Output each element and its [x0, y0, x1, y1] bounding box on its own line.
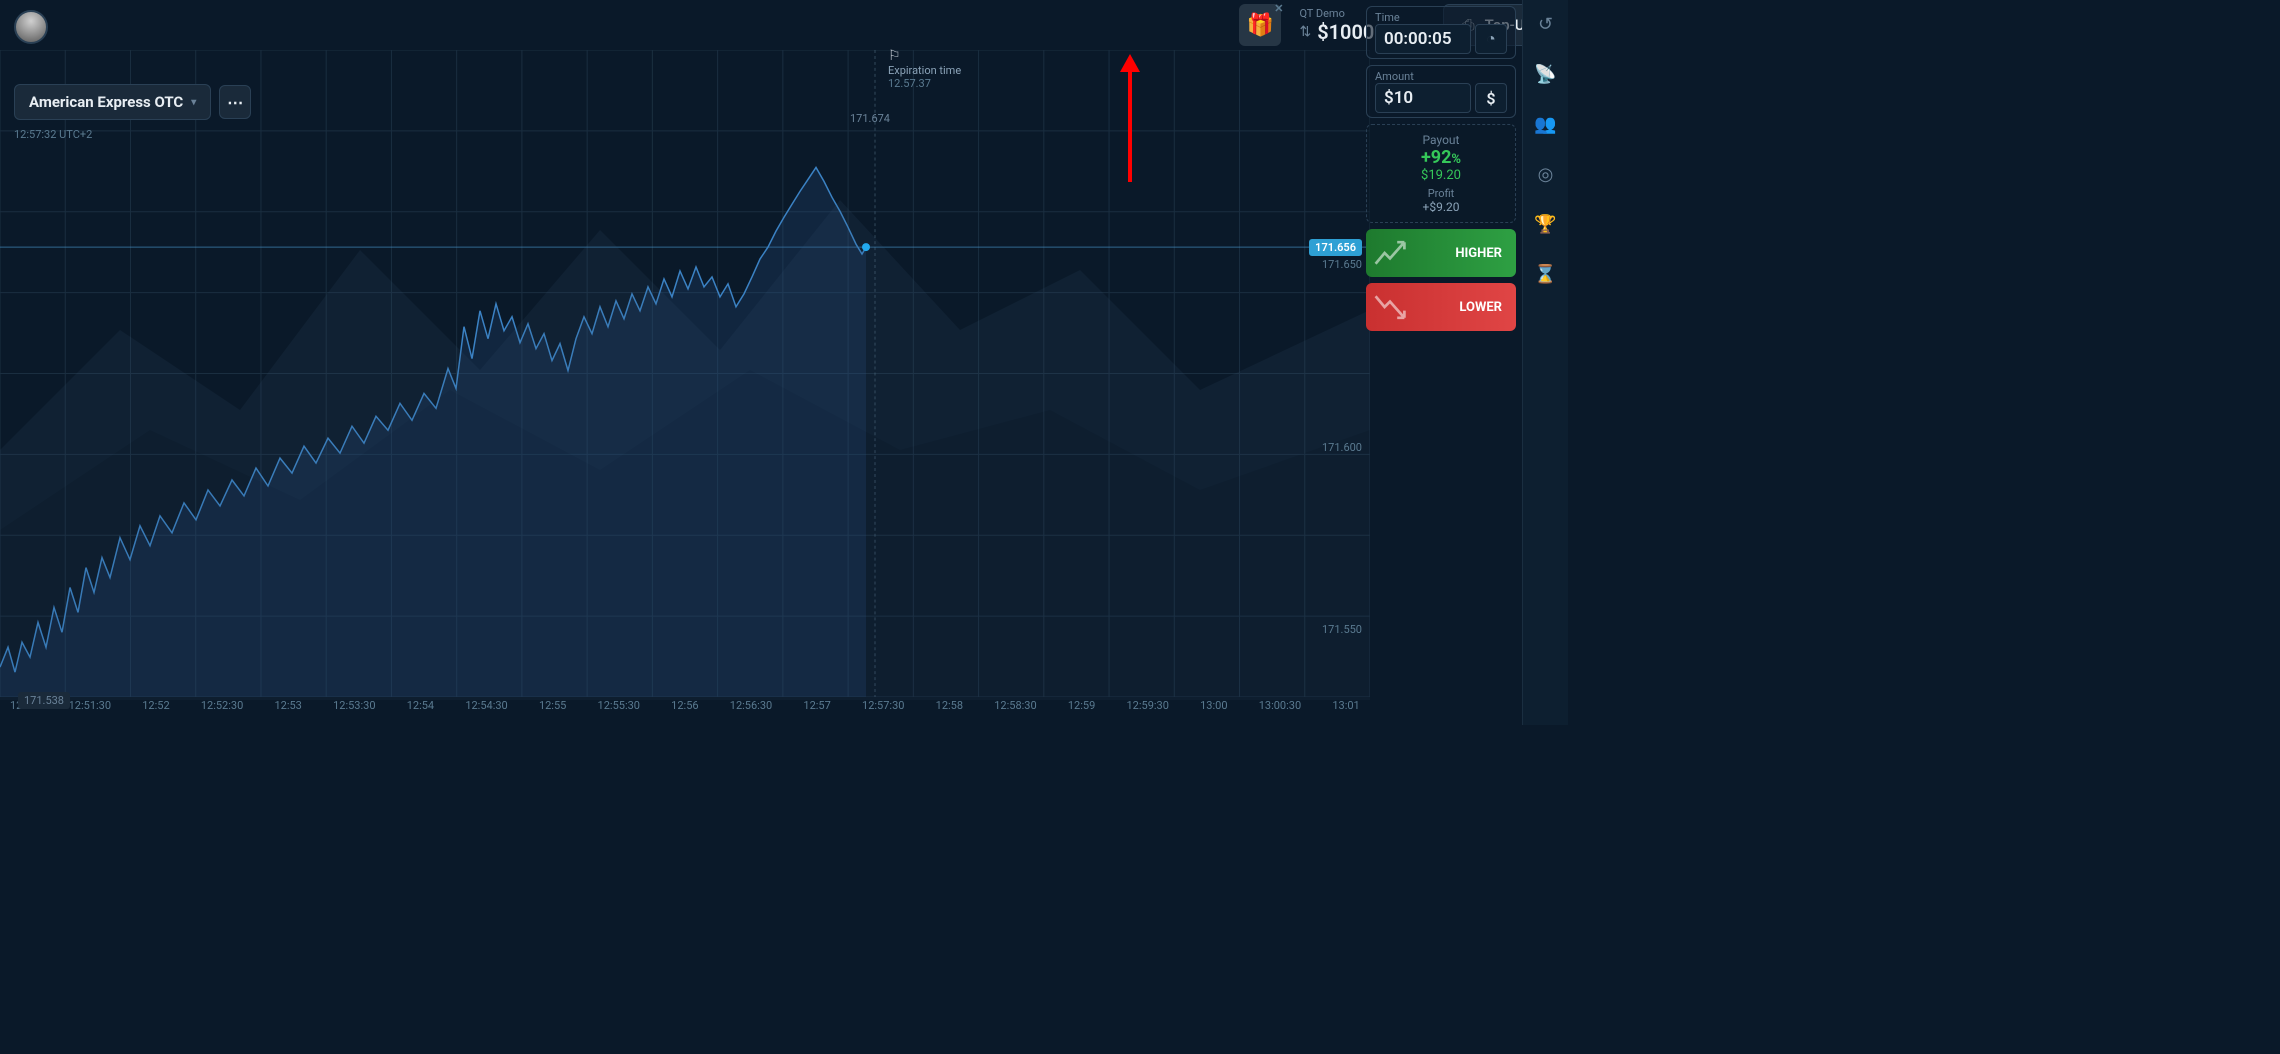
close-icon[interactable]: ✕: [1274, 2, 1283, 15]
updown-icon: ⇅: [1299, 24, 1311, 40]
payout-amount: $19.20: [1375, 168, 1507, 183]
payout-percent: +92%: [1375, 147, 1507, 168]
flag-icon: ⚐: [888, 48, 961, 64]
expiration-label: Expiration time: [888, 64, 961, 77]
x-tick: 12:56:30: [730, 699, 772, 719]
x-tick: 12:54: [407, 699, 434, 719]
peak-price-label: 171.674: [850, 112, 890, 125]
current-price-tag: 171.656: [1309, 239, 1362, 256]
top-bar: 🎁 ✕ QT Demo ⇅ $1000.00 ▼ ⎙ Top-Up: [0, 0, 1568, 50]
time-label: Time: [1375, 11, 1507, 24]
hourglass-icon[interactable]: ⌛: [1534, 262, 1558, 286]
annotation-arrow: [1118, 54, 1142, 184]
x-tick: 13:00:30: [1259, 699, 1301, 719]
x-tick: 12:52:30: [201, 699, 243, 719]
x-tick: 12:59:30: [1126, 699, 1168, 719]
x-tick: 12:58:30: [994, 699, 1036, 719]
x-tick: 12:56: [671, 699, 698, 719]
asset-button[interactable]: American Express OTC ▾: [14, 84, 211, 120]
dollar-icon: $: [1486, 89, 1495, 108]
social-icon[interactable]: 👥: [1534, 112, 1558, 136]
history-icon[interactable]: ↺: [1534, 12, 1558, 36]
amount-value: $10: [1384, 88, 1413, 108]
amount-box: Amount $10 $: [1366, 65, 1516, 118]
x-tick: 12:52: [142, 699, 169, 719]
account-type-label: QT Demo: [1299, 7, 1344, 20]
x-tick: 12:53:30: [333, 699, 375, 719]
expiration-marker: ⚐ Expiration time 12.57.37: [888, 48, 961, 90]
trend-up-icon: [1372, 235, 1408, 271]
x-tick: 12:55:30: [598, 699, 640, 719]
gift-button[interactable]: 🎁 ✕: [1239, 4, 1281, 46]
higher-button[interactable]: HIGHER: [1366, 229, 1516, 277]
amount-input[interactable]: $10: [1375, 83, 1471, 113]
x-tick: 12:58: [936, 699, 963, 719]
avatar[interactable]: [14, 10, 48, 44]
x-tick: 13:00: [1200, 699, 1227, 719]
low-price-label: 171.538: [18, 692, 70, 709]
time-value: 00:00:05: [1384, 29, 1452, 49]
time-input[interactable]: 00:00:05: [1375, 24, 1471, 54]
side-rail: ↺ 📡 👥 ◎ 🏆 ⌛: [1522, 0, 1568, 725]
asset-selector: American Express OTC ▾ ⋯: [14, 84, 251, 120]
gift-icon: 🎁: [1247, 13, 1274, 38]
target-icon[interactable]: ◎: [1534, 162, 1558, 186]
trophy-icon[interactable]: 🏆: [1534, 212, 1558, 236]
asset-more-button[interactable]: ⋯: [219, 85, 251, 119]
y-tick: 171.600: [1322, 441, 1362, 454]
lower-button[interactable]: LOWER: [1366, 283, 1516, 331]
trade-panel: Time 00:00:05 ◔ Amount $10 $ Payout +92%…: [1366, 6, 1516, 331]
x-tick: 12:53: [274, 699, 301, 719]
chart-timestamp: 12:57:32 UTC+2: [14, 128, 92, 141]
lower-label: LOWER: [1459, 300, 1502, 315]
x-axis: 12:5112:51:3012:5212:52:3012:5312:53:301…: [0, 699, 1370, 719]
signal-icon[interactable]: 📡: [1534, 62, 1558, 86]
time-box: Time 00:00:05 ◔: [1366, 6, 1516, 59]
x-tick: 12:51:30: [69, 699, 111, 719]
profit-label: Profit: [1375, 187, 1507, 200]
amount-label: Amount: [1375, 70, 1507, 83]
x-tick: 12:57: [803, 699, 830, 719]
clock-icon: ◔: [1486, 29, 1496, 49]
asset-name: American Express OTC: [29, 93, 183, 111]
profit-amount: +$9.20: [1375, 200, 1507, 214]
y-tick: 171.550: [1322, 623, 1362, 636]
x-tick: 12:59: [1068, 699, 1095, 719]
clock-button[interactable]: ◔: [1475, 24, 1507, 54]
higher-label: HIGHER: [1455, 246, 1502, 261]
payout-label: Payout: [1375, 133, 1507, 147]
expiration-time: 12.57.37: [888, 77, 961, 90]
currency-button[interactable]: $: [1475, 83, 1507, 113]
x-tick: 12:57:30: [862, 699, 904, 719]
x-tick: 12:54:30: [465, 699, 507, 719]
trend-down-icon: [1372, 289, 1408, 325]
payout-box: Payout +92% $19.20 Profit +$9.20: [1366, 124, 1516, 223]
x-tick: 13:01: [1332, 699, 1359, 719]
x-tick: 12:55: [539, 699, 566, 719]
background-mountains: [0, 50, 1370, 700]
y-tick: 171.650: [1322, 258, 1362, 271]
chevron-down-icon: ▾: [191, 97, 196, 108]
